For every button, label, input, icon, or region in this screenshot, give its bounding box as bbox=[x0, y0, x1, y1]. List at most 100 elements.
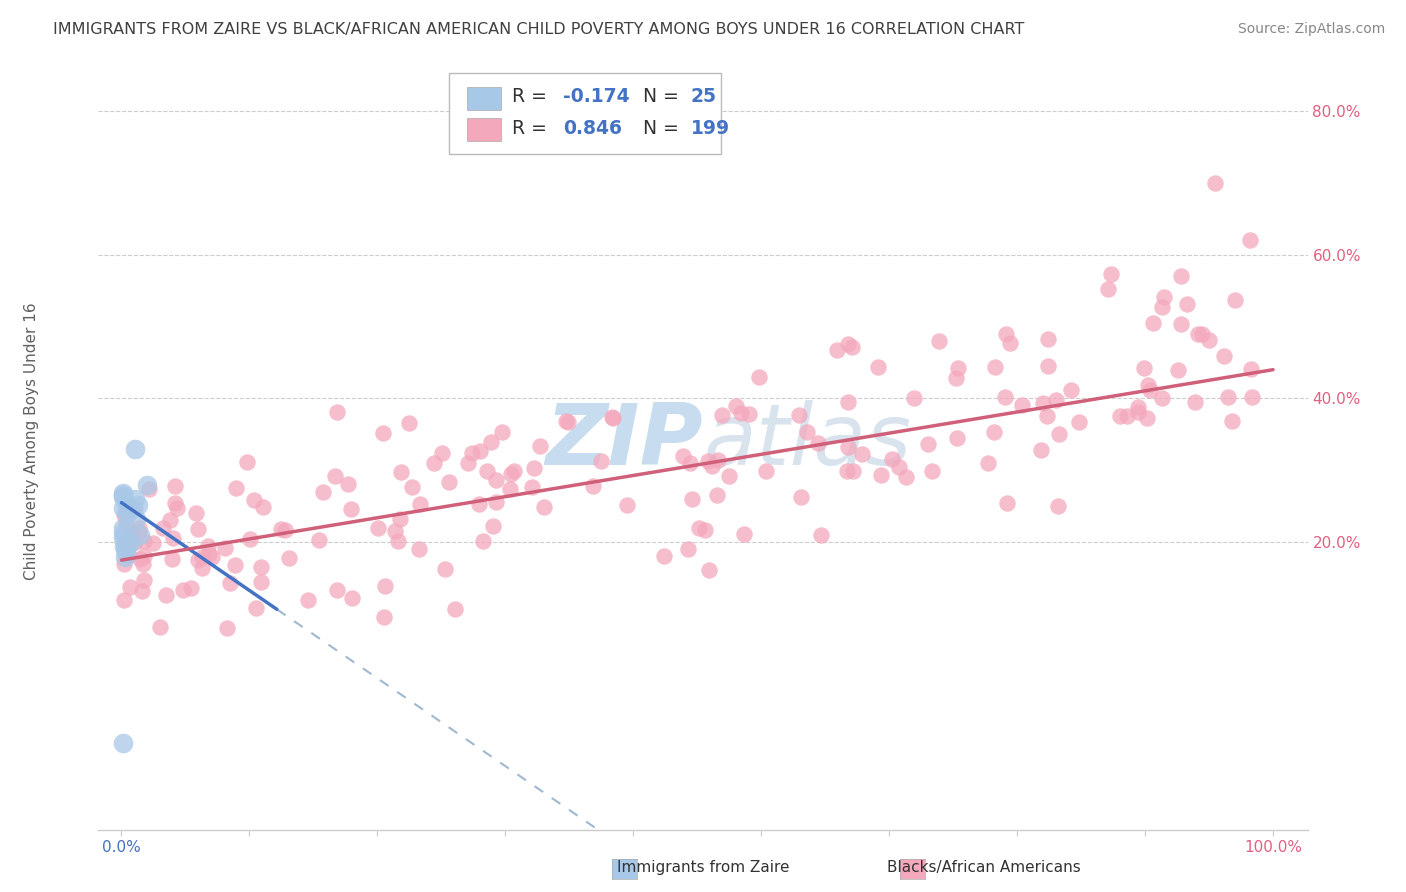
Point bbox=[841, 340, 863, 354]
Point bbox=[112, 557, 135, 571]
Point bbox=[1060, 383, 1083, 397]
Point bbox=[121, 524, 143, 538]
Point bbox=[124, 501, 146, 516]
Point bbox=[197, 539, 219, 553]
Point bbox=[501, 467, 523, 482]
Point bbox=[477, 464, 499, 478]
Point bbox=[125, 512, 148, 526]
Point bbox=[707, 453, 730, 467]
Point bbox=[270, 522, 292, 536]
Point bbox=[121, 500, 143, 515]
Point bbox=[790, 490, 813, 504]
Point bbox=[946, 431, 969, 445]
Point bbox=[111, 486, 134, 500]
FancyBboxPatch shape bbox=[449, 73, 721, 154]
Point bbox=[557, 415, 579, 429]
Point bbox=[434, 562, 457, 576]
Point bbox=[1139, 383, 1161, 397]
Point bbox=[1216, 390, 1239, 404]
Point bbox=[172, 583, 194, 598]
Point bbox=[398, 416, 420, 430]
Text: Blacks/African Americans: Blacks/African Americans bbox=[887, 860, 1081, 874]
Point bbox=[1099, 267, 1122, 281]
Point bbox=[323, 469, 346, 483]
Point bbox=[187, 553, 209, 567]
Point bbox=[128, 521, 150, 535]
Point bbox=[249, 574, 271, 589]
Point bbox=[384, 524, 406, 539]
Point bbox=[994, 327, 1017, 342]
Point bbox=[132, 533, 155, 548]
Point bbox=[470, 444, 492, 458]
Point bbox=[134, 573, 156, 587]
Point bbox=[439, 475, 461, 490]
Point bbox=[115, 500, 138, 514]
Point bbox=[591, 454, 613, 468]
Point bbox=[681, 492, 703, 507]
Point bbox=[1133, 361, 1156, 376]
Point bbox=[1029, 442, 1052, 457]
Point bbox=[225, 481, 247, 495]
FancyBboxPatch shape bbox=[467, 87, 501, 111]
Point bbox=[118, 500, 141, 514]
Point bbox=[1137, 377, 1160, 392]
Text: 199: 199 bbox=[690, 120, 730, 138]
Point bbox=[124, 442, 146, 456]
Point bbox=[482, 518, 505, 533]
Point bbox=[112, 539, 135, 553]
Point bbox=[408, 541, 430, 556]
Point bbox=[529, 439, 551, 453]
Point bbox=[252, 500, 274, 514]
Point bbox=[190, 561, 212, 575]
Text: 0.846: 0.846 bbox=[562, 120, 621, 138]
Point bbox=[152, 521, 174, 535]
Point bbox=[111, 526, 134, 541]
Point bbox=[120, 580, 142, 594]
Point bbox=[851, 446, 873, 460]
Point bbox=[983, 359, 1005, 374]
Point bbox=[457, 456, 479, 470]
Point bbox=[326, 582, 349, 597]
Point bbox=[128, 528, 150, 542]
Point bbox=[111, 531, 134, 545]
Point bbox=[149, 620, 172, 634]
Point bbox=[112, 538, 135, 552]
Point bbox=[124, 491, 146, 506]
Point bbox=[699, 563, 721, 577]
Point bbox=[373, 609, 395, 624]
Point bbox=[250, 560, 273, 574]
Point bbox=[748, 370, 770, 384]
Point bbox=[1109, 409, 1132, 424]
Point bbox=[1222, 414, 1244, 428]
Point bbox=[1126, 400, 1149, 414]
Point bbox=[165, 478, 187, 492]
Point bbox=[706, 487, 728, 501]
Point bbox=[444, 602, 467, 616]
Point bbox=[340, 502, 363, 516]
Point bbox=[472, 533, 495, 548]
Point bbox=[115, 540, 138, 554]
Point bbox=[983, 425, 1005, 439]
Point bbox=[387, 534, 409, 549]
Point bbox=[903, 391, 925, 405]
Point bbox=[730, 406, 752, 420]
Point bbox=[239, 532, 262, 546]
Point bbox=[118, 501, 141, 516]
Text: ZIP: ZIP bbox=[546, 400, 703, 483]
Point bbox=[236, 455, 259, 469]
Point bbox=[112, 500, 135, 515]
Text: N =: N = bbox=[643, 87, 685, 106]
Point bbox=[917, 437, 939, 451]
Point bbox=[326, 404, 349, 418]
Point bbox=[138, 483, 160, 497]
Point bbox=[1128, 405, 1150, 419]
Point bbox=[1198, 333, 1220, 347]
Point bbox=[312, 484, 335, 499]
Point bbox=[1116, 409, 1139, 423]
Point bbox=[186, 522, 208, 536]
Point bbox=[946, 361, 969, 376]
Text: Source: ZipAtlas.com: Source: ZipAtlas.com bbox=[1237, 22, 1385, 37]
Point bbox=[555, 414, 578, 428]
Point bbox=[995, 495, 1018, 509]
Point bbox=[118, 548, 141, 562]
